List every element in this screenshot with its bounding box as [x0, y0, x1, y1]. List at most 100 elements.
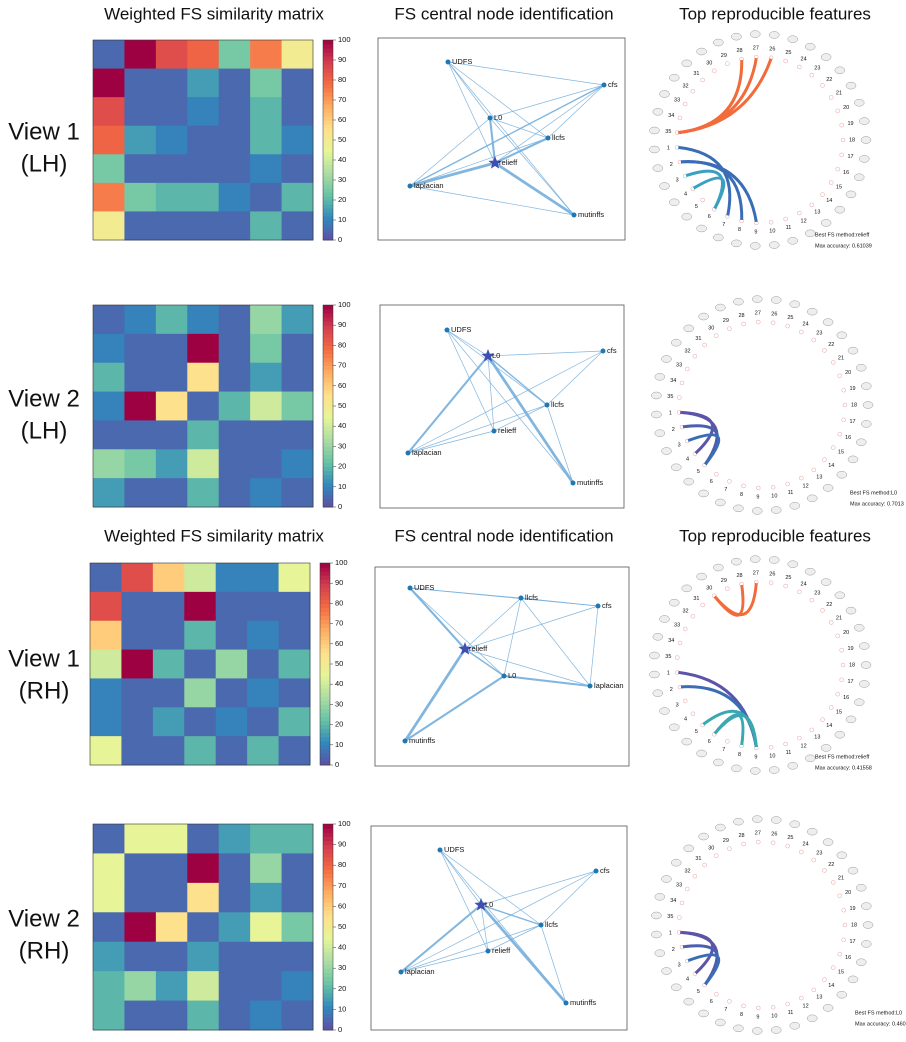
heatmap-cell [219, 912, 251, 942]
network-node [572, 213, 577, 218]
node-label: mutinffs [578, 210, 604, 219]
colorbar-segment [320, 708, 330, 713]
colorbar-tick-label: 30 [338, 441, 346, 450]
region-icon [769, 767, 779, 774]
colorbar-segment [323, 857, 333, 862]
region-label: 25 [785, 50, 791, 56]
region-marker [797, 736, 801, 740]
region-icon [651, 392, 661, 399]
colorbar-segment [320, 652, 330, 657]
colorbar-segment [323, 382, 333, 387]
colorbar-segment [320, 607, 330, 612]
network-node [445, 328, 450, 333]
heatmap-cell [184, 563, 216, 592]
colorbar-segment [323, 989, 333, 994]
colorbar-tick-label: 40 [338, 155, 346, 164]
region-label: 7 [724, 1007, 727, 1013]
colorbar-segment [323, 386, 333, 391]
node-label: llcfs [551, 400, 564, 409]
region-label: 7 [722, 222, 725, 228]
colorbar-segment [323, 208, 333, 213]
node-label: mutinffs [570, 998, 596, 1007]
region-icon [731, 558, 741, 565]
heatmap-cell [184, 650, 216, 679]
network-node [492, 429, 497, 434]
region-label: 23 [814, 591, 820, 597]
heatmap-cell [279, 621, 311, 650]
region-marker [693, 874, 697, 878]
region-icon [823, 484, 833, 491]
region-icon [835, 206, 845, 213]
heatmap-cell [121, 650, 153, 679]
region-label: 6 [708, 739, 711, 745]
region-label: 18 [851, 922, 857, 928]
colorbar-tick-label: 10 [335, 740, 343, 749]
region-label: 12 [801, 218, 807, 224]
colorbar-segment [323, 931, 333, 936]
node-label: L0 [485, 900, 493, 909]
heatmap-cell [250, 392, 282, 421]
region-icon [684, 478, 694, 485]
colorbar-segment [323, 483, 333, 488]
region-label: 1 [667, 671, 670, 677]
colorbar-segment [323, 156, 333, 161]
colorbar-segment [320, 603, 330, 608]
region-icon [854, 699, 864, 706]
heatmap-cell [216, 678, 248, 707]
colorbar-segment [323, 446, 333, 451]
region-icon [848, 867, 858, 874]
heatmap-cell [282, 334, 314, 363]
colorbar-segment [323, 232, 333, 237]
colorbar-tick-label: 0 [335, 760, 339, 769]
colorbar-tick-label: 30 [338, 175, 346, 184]
region-marker [829, 95, 833, 99]
heatmap-cell [156, 853, 188, 883]
network-node [403, 739, 408, 744]
heatmap-cell [156, 1001, 188, 1031]
network-node [602, 83, 607, 88]
colorbar-tick-label: 100 [338, 819, 351, 828]
colorbar-segment [323, 902, 333, 907]
heatmap-cell [187, 883, 219, 913]
region-icon [823, 319, 833, 326]
heatmap-cell [153, 707, 185, 736]
colorbar-tick-label: 100 [335, 558, 348, 567]
region-label: 26 [769, 571, 775, 577]
colorbar-segment [323, 911, 333, 916]
heatmap-cell [90, 678, 122, 707]
heatmap-cell [250, 824, 282, 854]
colorbar-segment [323, 68, 333, 73]
colorbar-segment [320, 741, 330, 746]
heatmap-cell [93, 824, 125, 854]
colorbar-segment [323, 309, 333, 314]
heatmap-cell [124, 126, 156, 155]
node-label: UDFS [444, 845, 464, 854]
region-label: 16 [845, 955, 851, 961]
heatmap-cell [156, 420, 188, 449]
row-label: View 2 [8, 905, 80, 932]
colorbar-segment [323, 1014, 333, 1019]
row-label: View 2 [8, 385, 80, 412]
colorbar-segment [323, 402, 333, 407]
region-icon [788, 237, 798, 244]
colorbar-segment [320, 567, 330, 572]
heatmap-cell [156, 334, 188, 363]
heatmap-cell [121, 707, 153, 736]
colorbar-segment [323, 828, 333, 833]
heatmap-cell [93, 97, 125, 126]
region-marker [812, 468, 816, 472]
network-node [594, 869, 599, 874]
region-marker [797, 65, 801, 69]
region-icon [769, 242, 779, 249]
colorbar-segment [323, 378, 333, 383]
region-label: 26 [771, 311, 777, 317]
colorbar-segment [323, 906, 333, 911]
colorbar-segment [320, 676, 330, 681]
region-icon [731, 765, 741, 772]
colorbar-segment [323, 882, 333, 887]
region-icon [790, 821, 800, 828]
colorbar-segment [323, 52, 333, 57]
heatmap-cell [187, 183, 219, 212]
region-label: 33 [676, 363, 682, 369]
colorbar-segment [323, 349, 333, 354]
